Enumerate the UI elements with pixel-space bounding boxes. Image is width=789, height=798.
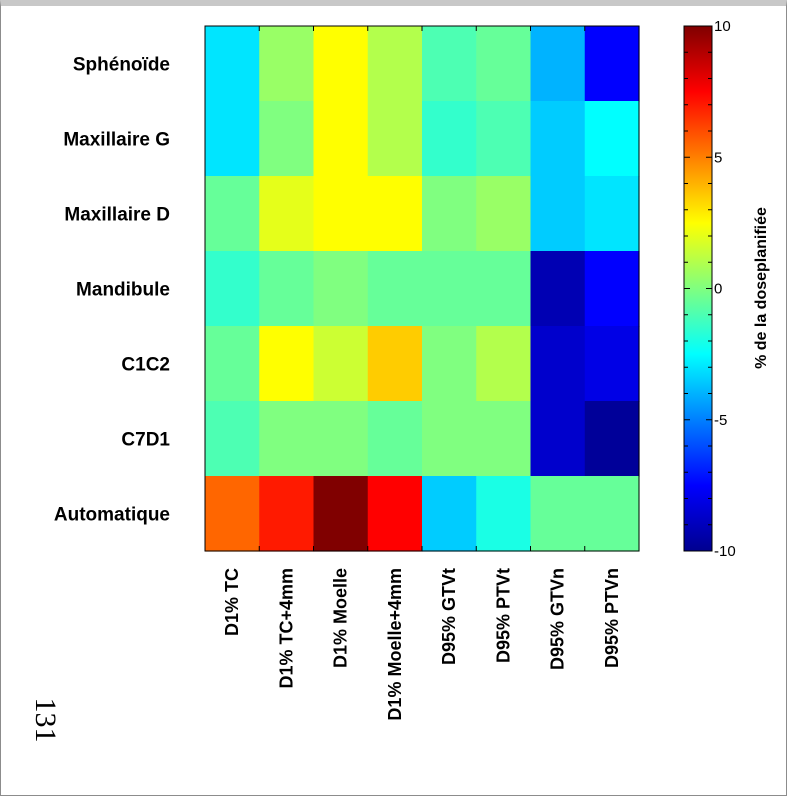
heatmap-cell bbox=[584, 401, 640, 477]
heatmap-cell bbox=[584, 176, 640, 252]
heatmap-cell bbox=[476, 176, 532, 252]
heatmap-cell bbox=[584, 476, 640, 552]
heatmap-cell bbox=[476, 401, 532, 477]
heatmap-cells bbox=[205, 26, 640, 552]
column-label: D1% Moelle bbox=[331, 568, 351, 668]
heatmap-cell bbox=[367, 176, 423, 252]
heatmap-cell bbox=[205, 176, 260, 252]
heatmap-cell bbox=[584, 251, 640, 327]
heatmap-cell bbox=[259, 326, 315, 402]
heatmap-cell bbox=[530, 176, 586, 252]
row-label: Mandibule bbox=[76, 280, 170, 301]
column-label: D1% TC bbox=[222, 568, 242, 636]
heatmap-cell bbox=[422, 326, 477, 402]
heatmap-cell bbox=[205, 476, 260, 552]
heatmap-cell bbox=[476, 26, 532, 102]
heatmap-cell bbox=[422, 101, 477, 177]
heatmap-cell bbox=[259, 101, 315, 177]
heatmap-cell bbox=[530, 26, 586, 102]
row-label: C1C2 bbox=[121, 355, 170, 376]
heatmap-cell bbox=[313, 101, 369, 177]
heatmap-cell bbox=[584, 326, 640, 402]
heatmap-cell bbox=[530, 251, 586, 327]
row-labels: Sphénoïde Maxillaire G Maxillaire D Mandibu… bbox=[54, 55, 171, 526]
x-ticks bbox=[258, 26, 586, 551]
row-label: Automatique bbox=[54, 505, 170, 526]
heatmap-cell bbox=[367, 401, 423, 477]
colorbar-tick-label: 5 bbox=[714, 149, 722, 166]
column-labels: D1% TC D1% TC+4mm D1% Moelle D1% Moelle+4mm… bbox=[222, 568, 622, 721]
heatmap-cell bbox=[530, 401, 586, 477]
heatmap-cell bbox=[584, 26, 640, 102]
heatmap-cell bbox=[476, 476, 532, 552]
heatmap-cell bbox=[367, 326, 423, 402]
heatmap-cell bbox=[422, 401, 477, 477]
heatmap-cell bbox=[259, 401, 315, 477]
column-label: D95% PTVt bbox=[493, 568, 513, 663]
heatmap-cell bbox=[422, 251, 477, 327]
row-label: Sphénoïde bbox=[73, 55, 170, 76]
heatmap-cell bbox=[476, 251, 532, 327]
heatmap-cell bbox=[367, 101, 423, 177]
colorbar-label: % de la doseplanifiée bbox=[753, 207, 770, 369]
heatmap-cell bbox=[259, 476, 315, 552]
column-label: D1% Moelle+4mm bbox=[385, 568, 405, 721]
row-label: C7D1 bbox=[121, 430, 170, 451]
heatmap-cell bbox=[259, 251, 315, 327]
heatmap-cell bbox=[313, 176, 369, 252]
heatmap-cell bbox=[205, 251, 260, 327]
column-label: D95% GTVt bbox=[439, 568, 459, 665]
heatmap-cell bbox=[205, 101, 260, 177]
heatmap-cell bbox=[422, 476, 477, 552]
heatmap-cell bbox=[367, 251, 423, 327]
heatmap-cell bbox=[584, 101, 640, 177]
heatmap-cell bbox=[205, 401, 260, 477]
column-label: D95% PTVn bbox=[602, 568, 622, 668]
row-label: Maxillaire D bbox=[64, 205, 170, 226]
heatmap-cell bbox=[422, 176, 477, 252]
page-number: 131 bbox=[29, 698, 62, 743]
heatmap-cell bbox=[205, 326, 260, 402]
colorbar-ticks: 10 5 0 -5 -10 bbox=[684, 18, 736, 560]
heatmap-cell bbox=[530, 476, 586, 552]
heatmap-cell bbox=[259, 26, 315, 102]
heatmap-cell bbox=[530, 101, 586, 177]
heatmap-cell bbox=[259, 176, 315, 252]
column-label: D1% TC+4mm bbox=[276, 568, 296, 689]
colorbar-tick-label: 0 bbox=[714, 281, 722, 298]
colorbar-tick-label: 10 bbox=[714, 18, 731, 35]
heatmap-cell bbox=[313, 476, 369, 552]
heatmap-cell bbox=[367, 476, 423, 552]
heatmap-cell bbox=[313, 326, 369, 402]
heatmap-cell bbox=[313, 26, 369, 102]
heatmap-cell bbox=[476, 326, 532, 402]
column-label: D95% GTVn bbox=[548, 568, 568, 670]
heatmap-cell bbox=[367, 26, 423, 102]
heatmap-cell bbox=[313, 251, 369, 327]
row-label: Maxillaire G bbox=[63, 130, 170, 151]
colorbar-tick-label: -5 bbox=[714, 412, 727, 429]
heatmap-cell bbox=[422, 26, 477, 102]
heatmap-cell bbox=[530, 326, 586, 402]
heatmap-cell bbox=[313, 401, 369, 477]
heatmap-cell bbox=[205, 26, 260, 102]
heatmap-cell bbox=[476, 101, 532, 177]
colorbar-tick-label: -10 bbox=[714, 543, 736, 560]
